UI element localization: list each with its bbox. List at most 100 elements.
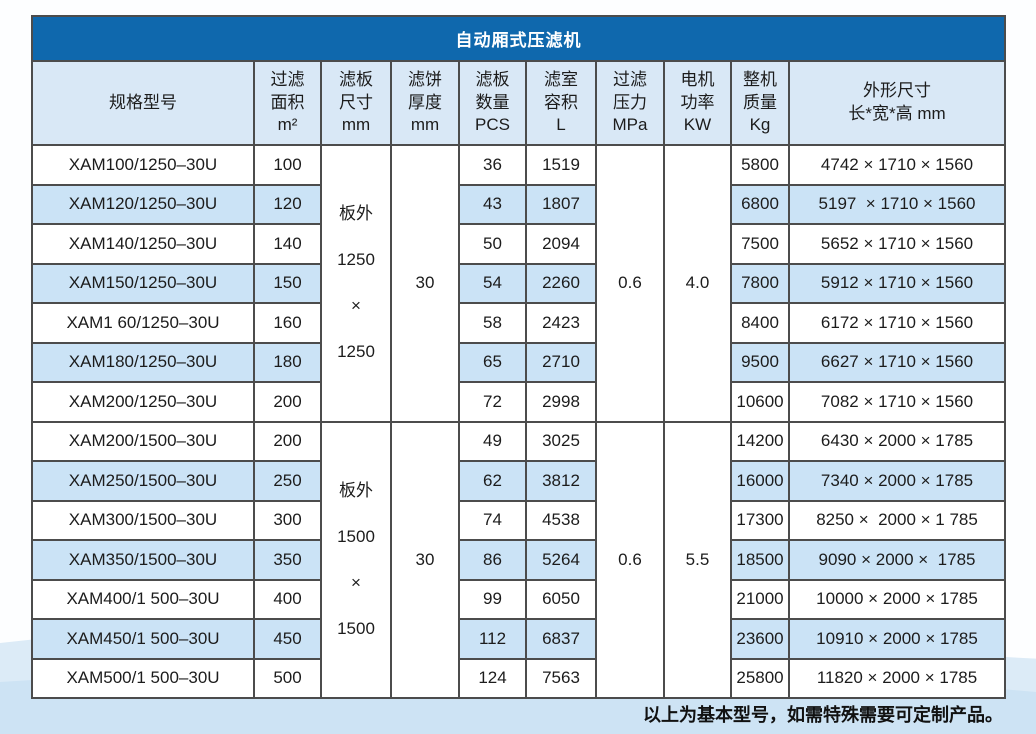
cell-volume: 2998 [525, 381, 597, 423]
cell-model: XAM180/1250–30U [31, 341, 255, 383]
cell-plate-size-group2: 板外 1500 × 1500 [320, 420, 392, 699]
cell-dimensions: 6430 × 2000 × 1785 [787, 420, 1007, 462]
cell-plates: 43 [458, 183, 527, 225]
cell-dimensions: 11820 × 2000 × 1785 [787, 657, 1007, 699]
cell-plates: 112 [458, 618, 527, 660]
cell-area: 200 [253, 381, 322, 423]
cell-area: 140 [253, 223, 322, 265]
cell-model: XAM500/1 500–30U [31, 657, 255, 699]
cell-plates: 72 [458, 381, 527, 423]
cell-volume: 7563 [525, 657, 597, 699]
cell-plates: 36 [458, 144, 527, 186]
cell-plates: 124 [458, 657, 527, 699]
cell-plates: 65 [458, 341, 527, 383]
cell-model: XAM140/1250–30U [31, 223, 255, 265]
cell-area: 120 [253, 183, 322, 225]
cell-area: 180 [253, 341, 322, 383]
cell-volume: 2423 [525, 302, 597, 344]
cell-pressure-group2: 0.6 [595, 420, 665, 699]
col-header-motor-power: 电机 功率 KW [663, 60, 732, 146]
cell-model: XAM350/1500–30U [31, 539, 255, 581]
col-header-plate-size: 滤板 尺寸 mm [320, 60, 392, 146]
cell-model: XAM300/1500–30U [31, 499, 255, 541]
table-row: XAM200/1250–30U 200 72 2998 10600 7082 × 1710… [31, 381, 1007, 423]
cell-area: 350 [253, 539, 322, 581]
cell-dimensions: 5197 × 1710 × 1560 [787, 183, 1007, 225]
cell-weight: 23600 [730, 618, 790, 660]
cell-dimensions: 5652 × 1710 × 1560 [787, 223, 1007, 265]
cell-plates: 50 [458, 223, 527, 265]
cell-model: XAM100/1250–30U [31, 144, 255, 186]
cell-model: XAM200/1250–30U [31, 381, 255, 423]
cell-volume: 5264 [525, 539, 597, 581]
cell-volume: 3812 [525, 460, 597, 502]
cell-cake-thickness-group2: 30 [390, 420, 460, 699]
cell-model: XAM450/1 500–30U [31, 618, 255, 660]
col-header-area: 过滤 面积 m² [253, 60, 322, 146]
col-header-volume: 滤室 容积 L [525, 60, 597, 146]
cell-model: XAM150/1250–30U [31, 262, 255, 304]
cell-volume: 6050 [525, 578, 597, 620]
cell-weight: 9500 [730, 341, 790, 383]
cell-weight: 10600 [730, 381, 790, 423]
cell-plates: 54 [458, 262, 527, 304]
cell-pressure-group1: 0.6 [595, 144, 665, 423]
cell-dimensions: 8250 × 2000 × 1 785 [787, 499, 1007, 541]
cell-motor-power-group1: 4.0 [663, 144, 732, 423]
cell-dimensions: 6172 × 1710 × 1560 [787, 302, 1007, 344]
col-header-plates: 滤板 数量 PCS [458, 60, 527, 146]
cell-plates: 99 [458, 578, 527, 620]
footer-note: 以上为基本型号，如需特殊需要可定制产品。 [643, 705, 1003, 725]
cell-area: 160 [253, 302, 322, 344]
cell-plates: 86 [458, 539, 527, 581]
cell-weight: 5800 [730, 144, 790, 186]
cell-dimensions: 5912 × 1710 × 1560 [787, 262, 1007, 304]
title-row: 自动厢式压滤机 [30, 15, 1007, 62]
cell-area: 400 [253, 578, 322, 620]
cell-model: XAM1 60/1250–30U [31, 302, 255, 344]
cell-model: XAM400/1 500–30U [31, 578, 255, 620]
cell-dimensions: 4742 × 1710 × 1560 [787, 144, 1007, 186]
col-header-model: 规格型号 [31, 60, 255, 146]
cell-dimensions: 6627 × 1710 × 1560 [787, 341, 1007, 383]
cell-plates: 62 [458, 460, 527, 502]
cell-area: 250 [253, 460, 322, 502]
cell-model: XAM120/1250–30U [31, 183, 255, 225]
col-header-dimensions: 外形尺寸 长*宽*高 mm [787, 60, 1007, 146]
cell-motor-power-group2: 5.5 [663, 420, 732, 699]
cell-weight: 25800 [730, 657, 790, 699]
cell-area: 150 [253, 262, 322, 304]
cell-volume: 1519 [525, 144, 597, 186]
table-row: XAM400/1 500–30U 400 99 6050 21000 10000 × 20… [31, 578, 1007, 620]
cell-volume: 3025 [525, 420, 597, 462]
col-header-cake-thickness: 滤饼 厚度 mm [390, 60, 460, 146]
cell-area: 200 [253, 420, 322, 462]
cell-model: XAM200/1500–30U [31, 420, 255, 462]
page-title: 自动厢式压滤机 [30, 15, 1007, 62]
header-row: 规格型号 过滤 面积 m² 滤板 尺寸 mm 滤饼 厚度 mm 滤板 数量 PCS 滤室 容积 L 过滤 压力 MP… [31, 60, 1007, 146]
col-header-pressure: 过滤 压力 MPa [595, 60, 665, 146]
cell-plates: 74 [458, 499, 527, 541]
cell-weight: 16000 [730, 460, 790, 502]
cell-plates: 49 [458, 420, 527, 462]
cell-volume: 6837 [525, 618, 597, 660]
cell-plate-size-group1: 板外 1250 × 1250 [320, 144, 392, 423]
table-row: XAM250/1500–30U 250 62 3812 16000 7340 × 2000… [31, 460, 1007, 502]
cell-model: XAM250/1500–30U [31, 460, 255, 502]
cell-weight: 14200 [730, 420, 790, 462]
cell-weight: 17300 [730, 499, 790, 541]
cell-weight: 7800 [730, 262, 790, 304]
table-row: XAM1 60/1250–30U 160 58 2423 8400 6172 × 1710… [31, 302, 1007, 344]
cell-weight: 7500 [730, 223, 790, 265]
table-row: XAM300/1500–30U 300 74 4538 17300 8250 × 2000… [31, 499, 1007, 541]
cell-volume: 2710 [525, 341, 597, 383]
cell-cake-thickness-group1: 30 [390, 144, 460, 423]
cell-area: 500 [253, 657, 322, 699]
cell-weight: 6800 [730, 183, 790, 225]
cell-area: 100 [253, 144, 322, 186]
col-header-weight: 整机 质量 Kg [730, 60, 790, 146]
table-row: XAM350/1500–30U 350 86 5264 18500 9090 × 2000… [31, 539, 1007, 581]
cell-weight: 18500 [730, 539, 790, 581]
cell-weight: 21000 [730, 578, 790, 620]
cell-dimensions: 10000 × 2000 × 1785 [787, 578, 1007, 620]
